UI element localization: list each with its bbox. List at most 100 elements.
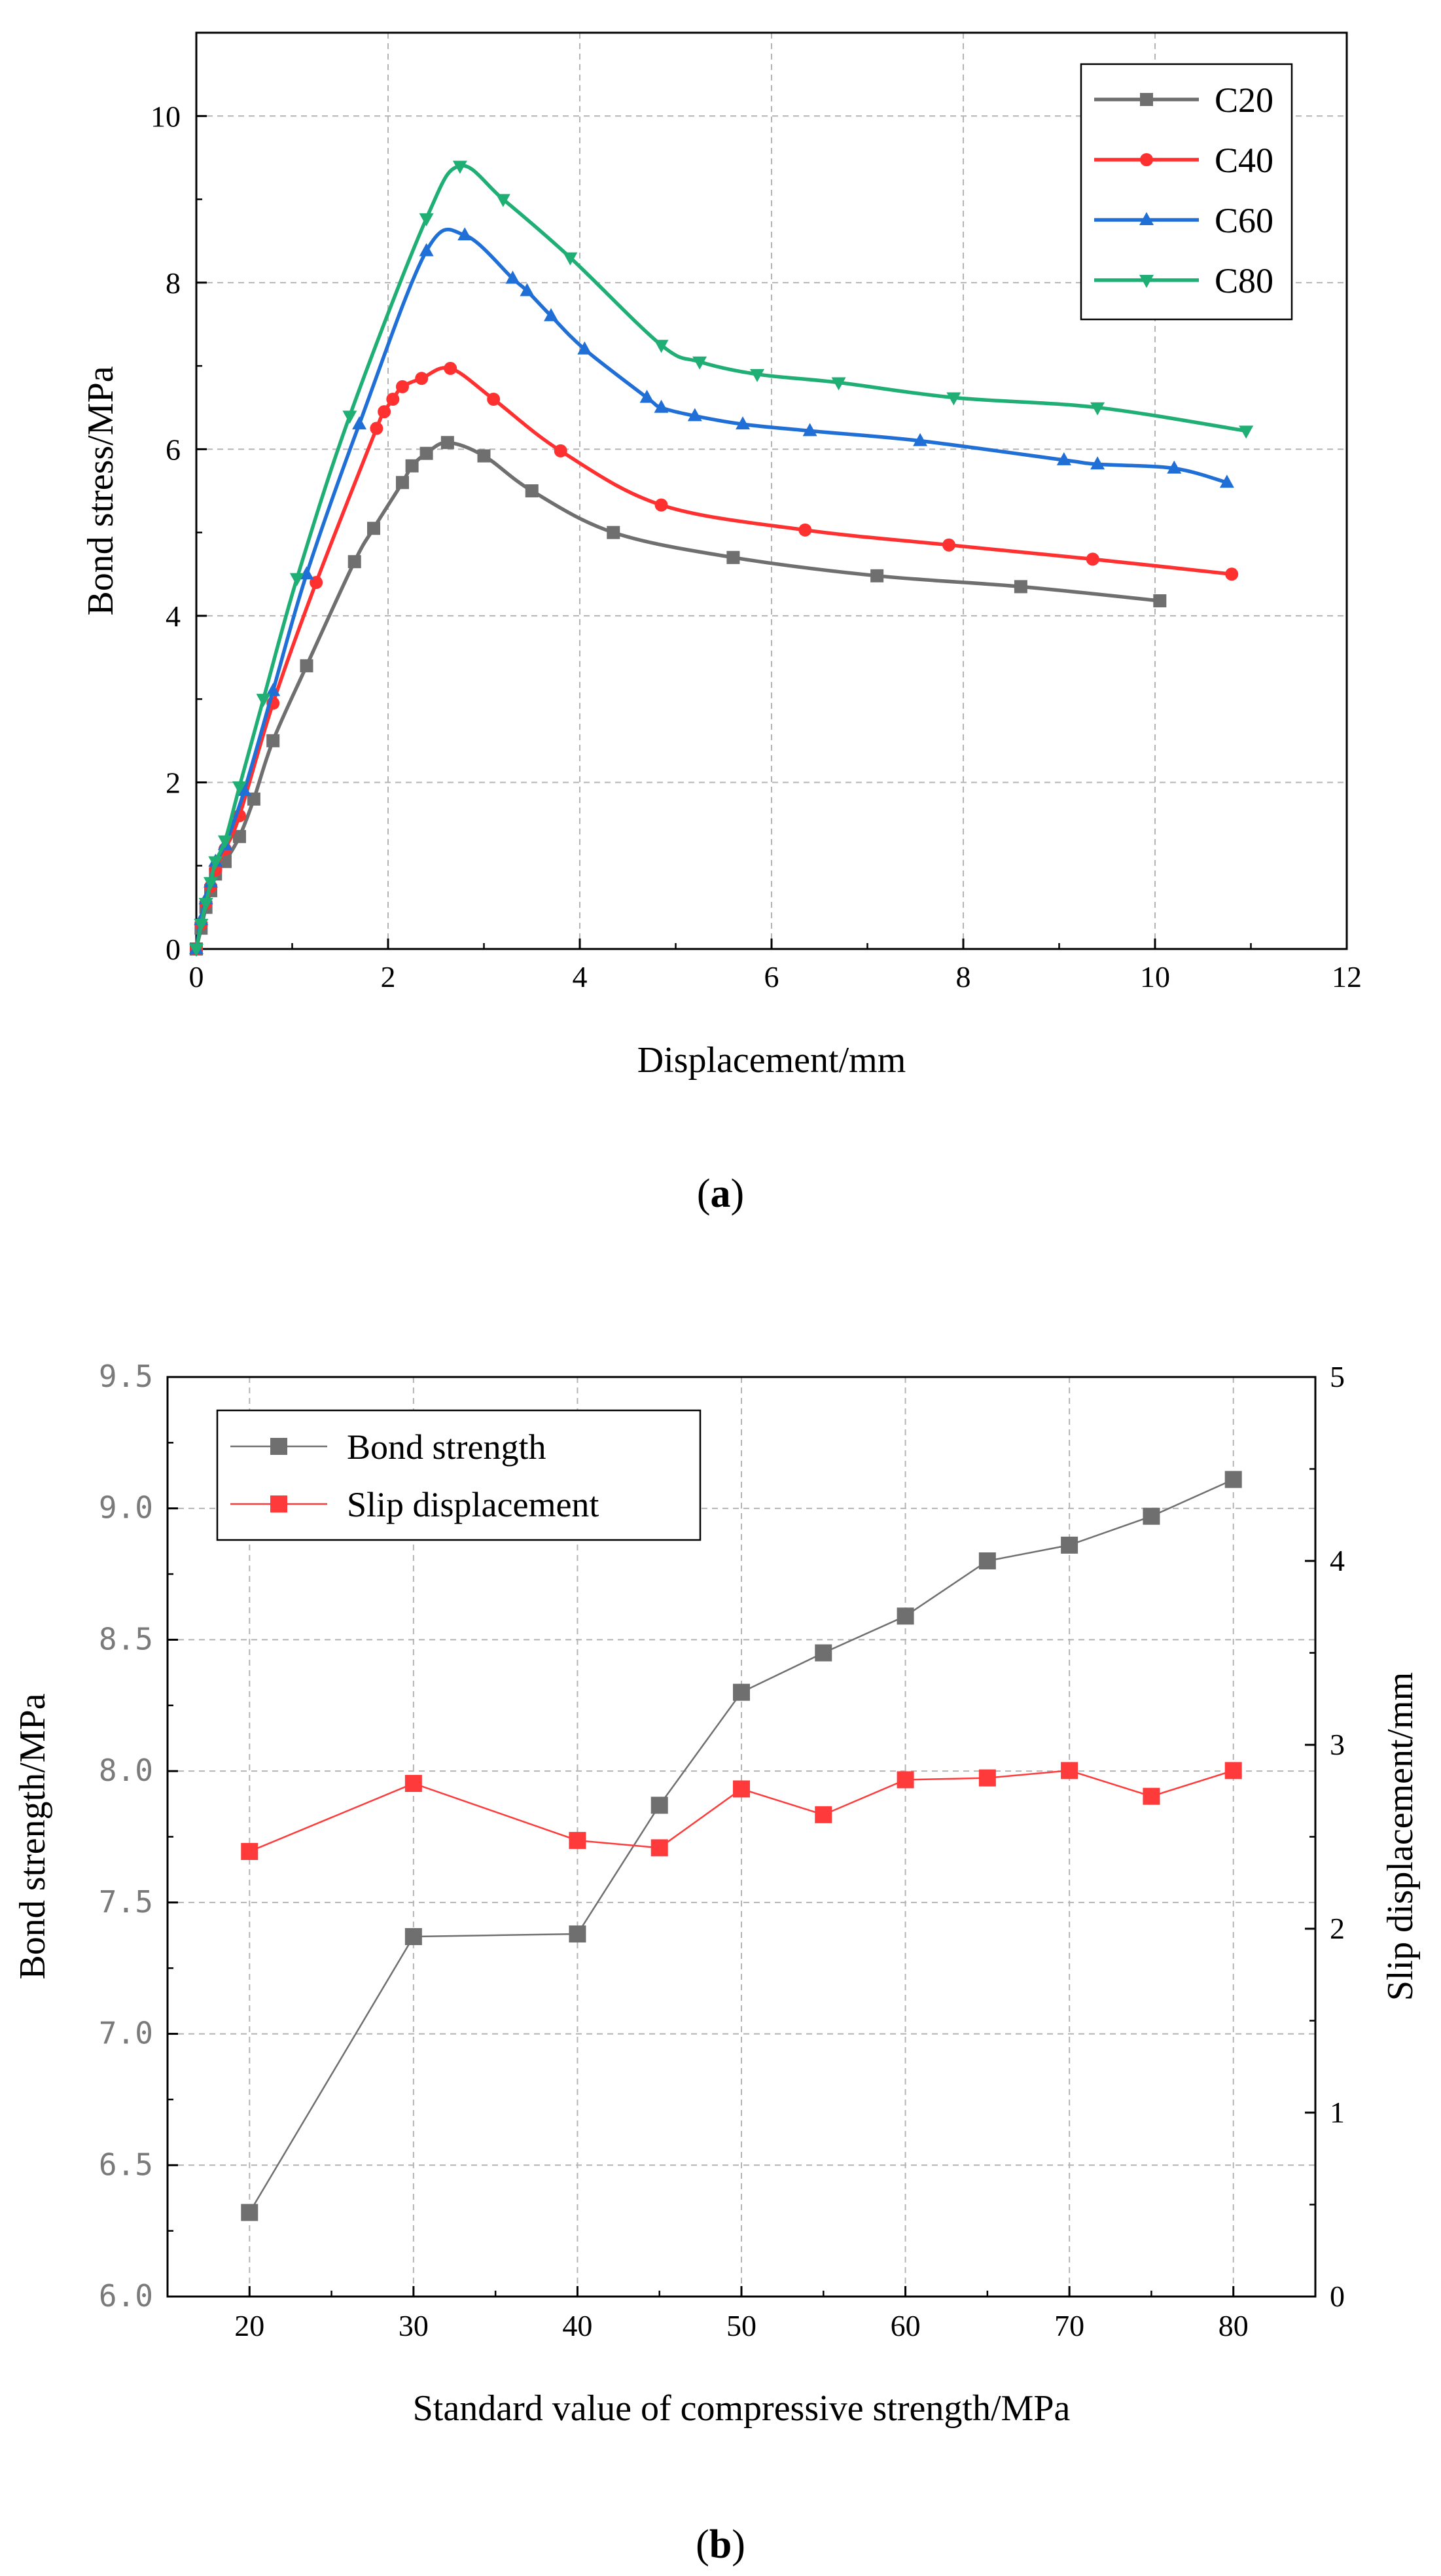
series-c60-point (352, 416, 367, 430)
chart-b-x-tick-label: 40 (562, 2309, 592, 2342)
chart-b-y-right-tick-label: 1 (1330, 2096, 1345, 2129)
legend-slip-displacement-marker (270, 1495, 287, 1512)
chart-b-y-right-tick-label: 4 (1330, 1544, 1345, 1577)
series-slip-displacement-point (897, 1771, 914, 1789)
series-slip-displacement-point (978, 1769, 996, 1787)
chart-b-x-tick-label: 60 (891, 2309, 921, 2342)
legend-bond-strength-label: Bond strength (347, 1427, 546, 1467)
series-slip-displacement (241, 1762, 1242, 1860)
chart-b-x-tick-label: 20 (234, 2309, 264, 2342)
chart-b-x-tick-label: 70 (1054, 2309, 1084, 2342)
series-c60-point (654, 399, 669, 413)
chart-a-y-tick-label: 4 (166, 599, 181, 633)
series-c80-point (419, 213, 434, 226)
series-c20-point (232, 830, 246, 844)
legend-slip-displacement-label: Slip displacement (347, 1485, 599, 1524)
series-c80-point (654, 340, 669, 353)
series-c60-point (457, 227, 472, 241)
series-c60-point (736, 416, 751, 430)
series-bond-strength-point (569, 1925, 586, 1943)
chart-a: 0 2 4 6 8 10 12 0 2 4 6 8 10 C20 C40 C60 C80 Displaceme… (80, 31, 1362, 1216)
series-bond-strength-point (404, 1928, 422, 1946)
series-c80-point (232, 781, 247, 795)
chart-b-x-tick-label: 30 (399, 2309, 429, 2342)
series-slip-displacement-point (733, 1780, 750, 1798)
series-c80 (189, 160, 1254, 957)
series-c60-point (266, 683, 281, 696)
chart-b-y-right-tick-label: 2 (1330, 1912, 1345, 1945)
chart-b-caption-label: b (709, 2522, 732, 2567)
series-c80-point (203, 877, 218, 891)
chart-a-legend: C20 C40 C60 C80 (1080, 63, 1293, 321)
chart-a-grid (196, 33, 1347, 949)
chart-a-y-tick-label: 2 (166, 766, 181, 799)
chart-b-y-left-tick-label: 7.0 (99, 2016, 153, 2051)
series-c40-point (370, 421, 383, 435)
series-c40-point (386, 393, 400, 406)
series-c60-point (299, 566, 314, 580)
series-c60-point (802, 423, 817, 437)
series-c20-point (266, 734, 280, 747)
series-c60-point (419, 243, 434, 257)
chart-a-y-tick-label: 8 (166, 266, 181, 300)
series-c80-line (194, 164, 1247, 950)
series-bond-strength-point (1224, 1471, 1242, 1488)
series-c60-point (1056, 452, 1071, 465)
series-bond-strength (241, 1471, 1242, 2221)
series-c80-point (208, 856, 223, 870)
series-c20-point (726, 550, 740, 564)
legend-bond-strength-marker (270, 1438, 287, 1455)
chart-b-y-left-tick-label: 6.5 (99, 2147, 153, 2182)
series-c80-point (563, 252, 578, 266)
series-c20-point (347, 555, 361, 569)
series-c80-point (750, 368, 765, 382)
legend-c80-marker (1139, 275, 1154, 288)
series-c80-point (495, 194, 510, 207)
series-c40-point (487, 393, 501, 406)
series-bond-strength-point (815, 1644, 832, 1662)
chart-b-y-left-tick-label: 9.5 (99, 1359, 153, 1394)
series-bond-strength-point (241, 2204, 258, 2221)
chart-b-y-left-tick-label: 9.0 (99, 1490, 153, 1526)
chart-b-x-tick-label: 80 (1219, 2309, 1249, 2342)
chart-a-series (189, 160, 1254, 957)
series-c60-point (1167, 460, 1182, 474)
series-c80-point (831, 377, 846, 391)
chart-a-caption: (a) (697, 1172, 744, 1216)
chart-b-y-left-tick-label: 7.5 (99, 1884, 153, 1920)
legend-c20-label: C20 (1215, 80, 1273, 120)
series-bond-strength-point (897, 1607, 914, 1625)
series-c60-point (913, 433, 928, 446)
series-c40-point (395, 380, 409, 393)
series-c20-point (1014, 580, 1027, 594)
series-c80-point (452, 160, 467, 174)
legend-c40-label: C40 (1215, 141, 1273, 180)
series-c80-point (289, 573, 304, 586)
chart-b-ticks: 20 30 40 50 60 70 80 6.0 6.5 7.0 7.5 8.0 8.5 9.0 9.5 0 1… (99, 1359, 1345, 2342)
chart-b-grid (168, 1377, 1315, 2297)
legend-c80-label: C80 (1215, 261, 1273, 300)
series-c80-point (189, 944, 204, 957)
legend-c60-label: C60 (1215, 201, 1273, 240)
series-bond-strength-point (1143, 1507, 1160, 1525)
series-c40-point (798, 523, 812, 537)
series-c60-point (237, 783, 252, 796)
series-slip-displacement-point (815, 1806, 832, 1823)
chart-a-y-axis-title: Bond stress/MPa (80, 366, 121, 615)
series-c20-point (440, 436, 454, 450)
series-c40-line (194, 366, 1232, 950)
series-c40-point (1086, 552, 1099, 566)
series-c40 (190, 361, 1239, 956)
series-bond-strength-point (978, 1552, 996, 1569)
chart-a-x-tick-label: 6 (764, 960, 779, 993)
chart-a-ticks: 0 2 4 6 8 10 12 0 2 4 6 8 10 (151, 99, 1362, 993)
chart-b-y-right-tick-label: 0 (1330, 2280, 1345, 2313)
chart-a-x-tick-label: 0 (189, 960, 204, 993)
series-c20-point (419, 446, 433, 460)
series-c40-point (942, 538, 956, 552)
series-c60-point (1090, 456, 1105, 470)
chart-b-y-axis-title-right: Slip displacement/mm (1380, 1672, 1421, 2001)
series-c80-point (1239, 425, 1254, 439)
chart-b-x-tick-label: 50 (726, 2309, 756, 2342)
